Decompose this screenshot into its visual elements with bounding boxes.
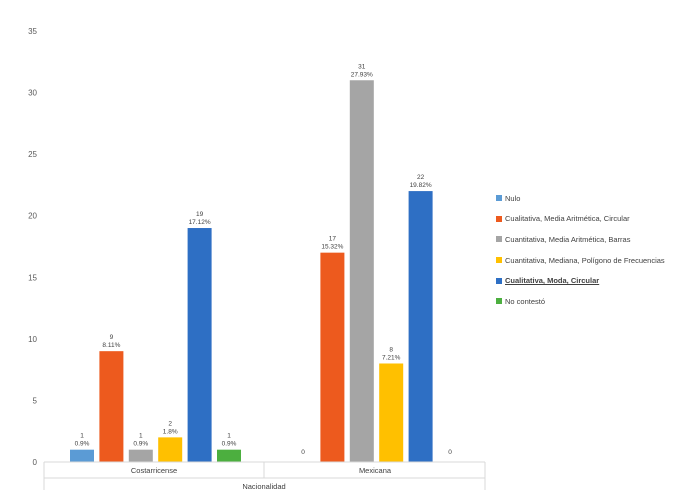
plot-area: 10.9%098.11%1715.32%10.9%3127.93%21.8%87… xyxy=(70,63,452,463)
bar xyxy=(128,449,153,462)
legend-swatch xyxy=(496,195,502,202)
data-label-count: 19 xyxy=(196,211,204,218)
bar xyxy=(70,449,94,462)
category-label-costarricense: Costarricense xyxy=(131,466,177,475)
data-label-percent: 7.21% xyxy=(382,354,401,361)
y-tick-label: 35 xyxy=(28,27,37,36)
y-tick-label: 15 xyxy=(28,273,37,282)
legend-item[interactable]: Cuantitativa, Media Aritmética, Barras xyxy=(496,229,692,250)
x-axis-title: Nacionalidad xyxy=(242,482,285,491)
data-label-count: 1 xyxy=(227,433,231,440)
bar xyxy=(408,191,433,463)
data-label-percent: 0.9% xyxy=(133,441,148,448)
legend: Nulo Cualitativa, Media Aritmética, Circu… xyxy=(496,188,692,312)
legend-label: Nulo xyxy=(505,193,521,203)
bar xyxy=(158,437,183,462)
y-tick-label: 20 xyxy=(28,212,37,221)
bar xyxy=(99,351,124,462)
y-tick-label: 10 xyxy=(28,335,37,344)
bar xyxy=(320,252,345,462)
y-axis-ticks: 0 5 10 15 20 25 30 35 xyxy=(28,27,37,467)
y-tick-label: 25 xyxy=(28,150,37,159)
data-label-percent: 8.11% xyxy=(102,342,120,349)
y-tick-label: 0 xyxy=(33,458,38,467)
category-label-mexicana: Mexicana xyxy=(359,466,392,475)
data-label-percent: 15.32% xyxy=(321,244,343,251)
legend-item[interactable]: Cualitativa, Media Aritmética, Circular xyxy=(496,209,692,230)
legend-item[interactable]: Cualitativa, Moda, Circular xyxy=(496,270,692,291)
legend-item[interactable]: Nulo xyxy=(496,188,692,209)
legend-label: No contestó xyxy=(505,296,546,306)
legend-label: Cuantitativa, Mediana, Polígono de Frecu… xyxy=(505,255,665,265)
bar xyxy=(349,80,374,462)
y-tick-label: 30 xyxy=(28,89,37,98)
data-label-count: 31 xyxy=(358,63,366,70)
bar xyxy=(187,228,212,462)
data-label-percent: 0.9% xyxy=(222,441,237,448)
data-label-count: 9 xyxy=(110,334,114,341)
legend-label: Cualitativa, Media Aritmética, Circular xyxy=(505,214,630,224)
data-label-count: 22 xyxy=(417,174,425,181)
data-label-percent: 0.9% xyxy=(75,441,90,448)
legend-item[interactable]: Cuantitativa, Mediana, Polígono de Frecu… xyxy=(496,250,692,271)
legend-swatch xyxy=(496,298,502,305)
legend-swatch xyxy=(496,236,502,243)
data-label-count: 1 xyxy=(139,433,143,440)
data-label-percent: 1.8% xyxy=(163,428,178,435)
y-tick-label: 5 xyxy=(33,396,38,405)
legend-label: Cualitativa, Moda, Circular xyxy=(505,276,600,286)
bar xyxy=(217,449,241,462)
legend-swatch xyxy=(496,215,502,222)
legend-swatch xyxy=(496,277,502,284)
data-label-count: 0 xyxy=(448,449,452,456)
data-label-percent: 19.82% xyxy=(410,182,432,189)
legend-swatch xyxy=(496,257,502,264)
data-label-count: 17 xyxy=(329,236,337,243)
legend-label: Cuantitativa, Media Aritmética, Barras xyxy=(505,234,631,244)
bar xyxy=(379,363,404,462)
data-label-count: 0 xyxy=(301,449,305,456)
x-axis: Costarricense Mexicana Nacionalidad xyxy=(43,461,486,491)
data-label-count: 8 xyxy=(389,346,393,353)
data-label-count: 1 xyxy=(80,433,84,440)
data-label-percent: 17.12% xyxy=(189,219,211,226)
legend-item[interactable]: No contestó xyxy=(496,291,692,312)
data-label-count: 2 xyxy=(168,420,172,427)
data-label-percent: 27.93% xyxy=(351,71,373,78)
